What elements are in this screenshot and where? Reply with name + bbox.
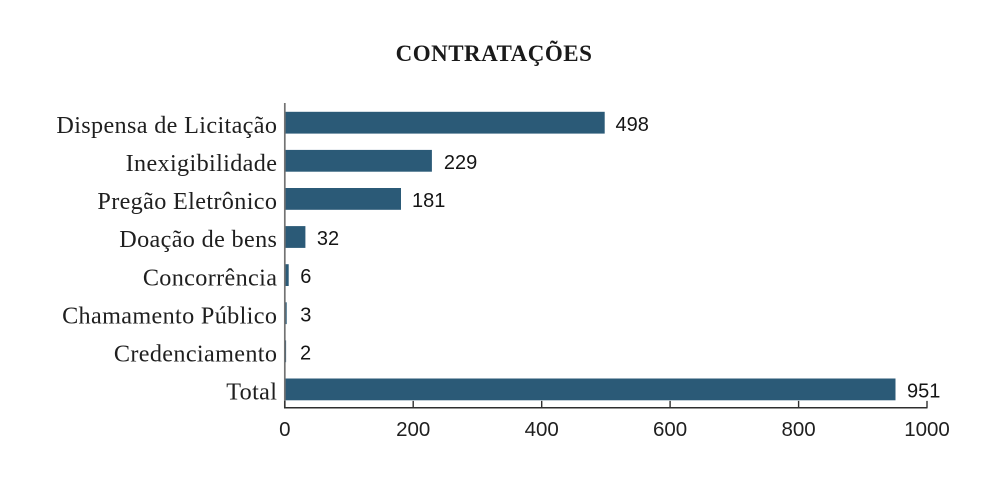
- svg-text:498: 498: [616, 114, 649, 136]
- svg-text:800: 800: [781, 418, 815, 441]
- svg-text:6: 6: [300, 266, 311, 288]
- svg-text:3: 3: [300, 304, 311, 326]
- svg-text:Concorrência: Concorrência: [143, 264, 277, 291]
- svg-text:600: 600: [653, 418, 687, 441]
- svg-text:Credenciamento: Credenciamento: [114, 341, 277, 368]
- svg-text:181: 181: [412, 190, 445, 212]
- svg-text:200: 200: [396, 418, 430, 441]
- svg-text:Inexigibilidade: Inexigibilidade: [126, 150, 278, 177]
- svg-text:400: 400: [525, 418, 559, 441]
- svg-text:0: 0: [279, 418, 290, 441]
- svg-text:2: 2: [300, 342, 311, 364]
- svg-text:951: 951: [907, 381, 940, 403]
- svg-text:32: 32: [317, 228, 339, 250]
- svg-text:CONTRATAÇÕES: CONTRATAÇÕES: [396, 41, 593, 66]
- svg-text:Total: Total: [226, 379, 277, 406]
- svg-text:Chamamento Público: Chamamento Público: [62, 302, 277, 329]
- svg-text:Dispensa de Licitação: Dispensa de Licitação: [56, 112, 277, 139]
- svg-text:Doação de bens: Doação de bens: [119, 226, 277, 253]
- svg-text:Pregão Eletrônico: Pregão Eletrônico: [97, 188, 277, 215]
- svg-text:229: 229: [444, 152, 477, 174]
- svg-text:1000: 1000: [904, 418, 950, 441]
